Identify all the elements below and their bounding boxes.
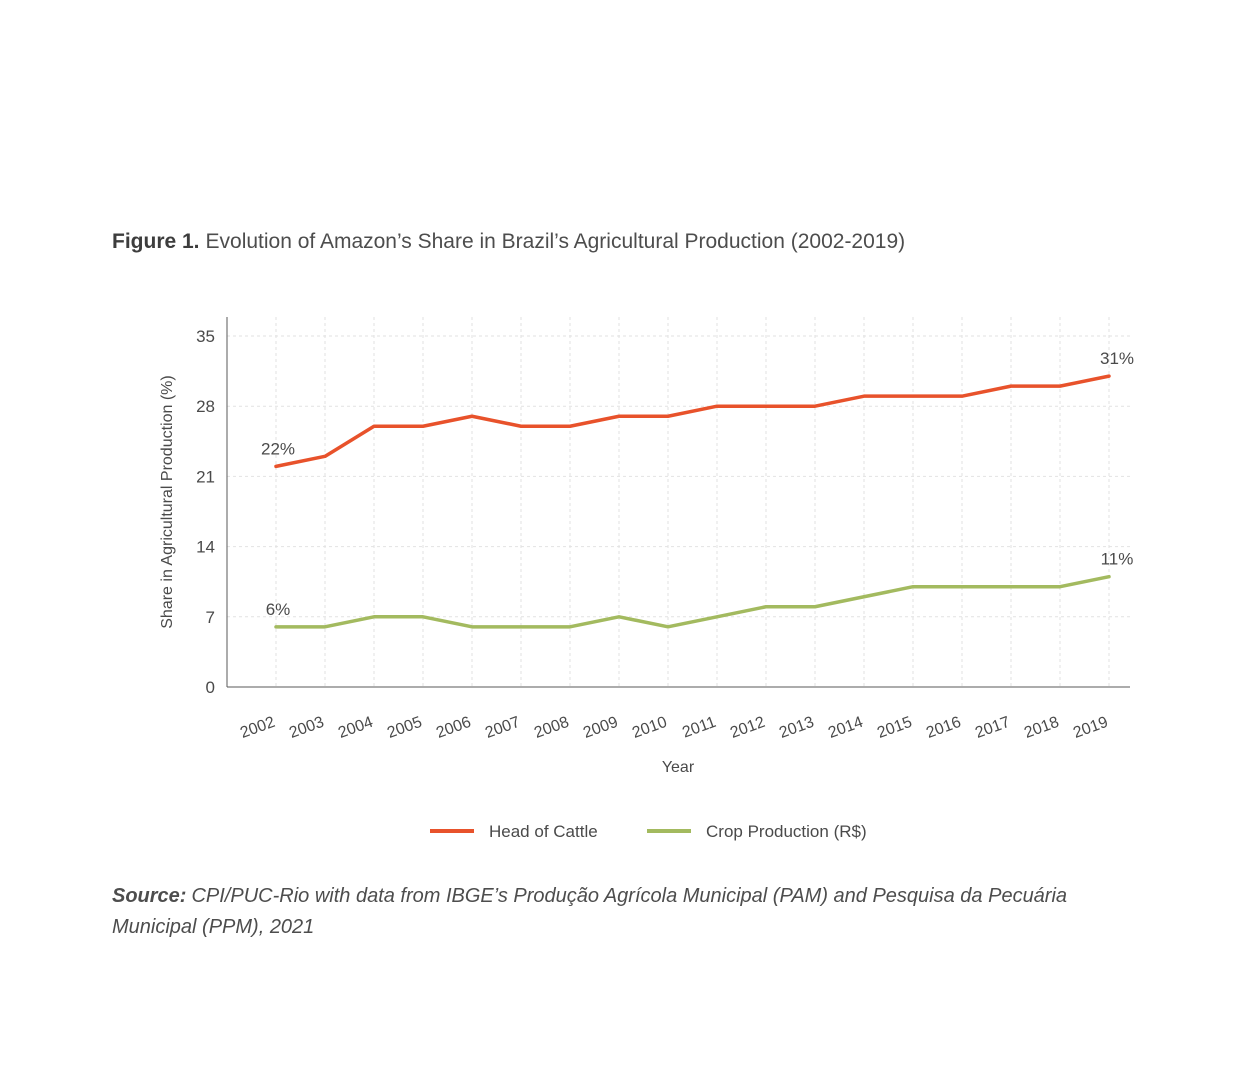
x-tick-label: 2012 <box>728 714 767 742</box>
data-point <box>1058 384 1062 388</box>
x-axis-title: Year <box>662 759 695 776</box>
figure-title-text: Evolution of Amazon’s Share in Brazil’s … <box>205 230 906 253</box>
y-tick-label: 0 <box>206 678 215 697</box>
x-tick-label: 2013 <box>777 714 816 742</box>
data-point <box>1107 374 1111 378</box>
data-point <box>862 595 866 598</box>
data-point <box>911 585 915 588</box>
data-point <box>960 394 964 398</box>
y-tick-label: 14 <box>196 538 215 557</box>
data-point <box>274 625 278 629</box>
data-point <box>715 405 719 408</box>
x-tick-label: 2016 <box>924 714 963 742</box>
data-point <box>960 585 964 588</box>
data-point <box>813 605 817 608</box>
data-point <box>1058 585 1062 588</box>
y-tick-label: 7 <box>206 608 215 627</box>
x-tick-label: 2002 <box>238 714 277 742</box>
data-point <box>519 625 523 629</box>
data-point <box>813 405 817 408</box>
source-note: Source: CPI/PUC-Rio with data from IBGE’s… <box>112 881 1132 943</box>
data-label: 31% <box>1100 349 1134 368</box>
source-text: CPI/PUC-Rio with data from IBGE’s Produç… <box>112 885 1068 938</box>
data-point <box>323 625 327 629</box>
source-label: Source: <box>112 885 187 907</box>
data-point <box>372 425 376 428</box>
x-tick-label: 2019 <box>1071 714 1110 742</box>
data-point <box>1009 585 1013 588</box>
x-tick-label: 2009 <box>581 714 620 742</box>
data-point <box>666 625 670 629</box>
data-point <box>666 415 670 418</box>
x-tick-label: 2010 <box>630 714 669 742</box>
figure-title: Figure 1. Evolution of Amazon’s Share in … <box>112 230 905 254</box>
x-tick-label: 2015 <box>875 714 914 742</box>
data-point <box>764 405 768 408</box>
y-tick-label: 21 <box>196 467 215 486</box>
data-point <box>470 625 474 629</box>
data-label: 6% <box>266 600 291 619</box>
data-point <box>764 605 768 608</box>
figure-label: Figure 1. <box>112 230 200 253</box>
x-tick-label: 2004 <box>336 714 375 742</box>
data-label: 22% <box>261 439 295 458</box>
data-point <box>519 425 523 428</box>
data-point <box>470 415 474 418</box>
data-point <box>715 615 719 618</box>
data-point <box>617 415 621 418</box>
data-point <box>274 465 278 468</box>
data-point <box>568 625 572 629</box>
legend-label: Head of Cattle <box>489 822 598 841</box>
x-tick-label: 2007 <box>483 714 522 742</box>
x-tick-label: 2017 <box>973 714 1012 742</box>
data-point <box>862 394 866 398</box>
data-point <box>421 425 425 428</box>
x-tick-label: 2005 <box>385 714 424 742</box>
data-point <box>372 615 376 618</box>
y-tick-label: 28 <box>196 397 215 416</box>
data-label: 11% <box>1101 550 1134 569</box>
x-tick-label: 2011 <box>680 714 718 742</box>
series-line-1 <box>274 574 1111 629</box>
data-point <box>617 615 621 618</box>
data-point <box>323 455 327 458</box>
data-point <box>1009 384 1013 388</box>
data-point <box>1107 575 1111 578</box>
x-tick-label: 2003 <box>287 714 326 742</box>
legend-label: Crop Production (R$) <box>706 822 867 841</box>
data-point <box>911 394 915 398</box>
y-tick-label: 35 <box>196 327 215 346</box>
data-point <box>421 615 425 618</box>
x-tick-label: 2006 <box>434 714 473 742</box>
x-tick-label: 2018 <box>1022 714 1061 742</box>
x-tick-label: 2014 <box>826 714 865 742</box>
y-axis-title: Share in Agricultural Production (%) <box>159 375 176 628</box>
x-tick-label: 2008 <box>532 714 571 742</box>
data-point <box>568 425 572 428</box>
series-line-0 <box>274 374 1111 469</box>
